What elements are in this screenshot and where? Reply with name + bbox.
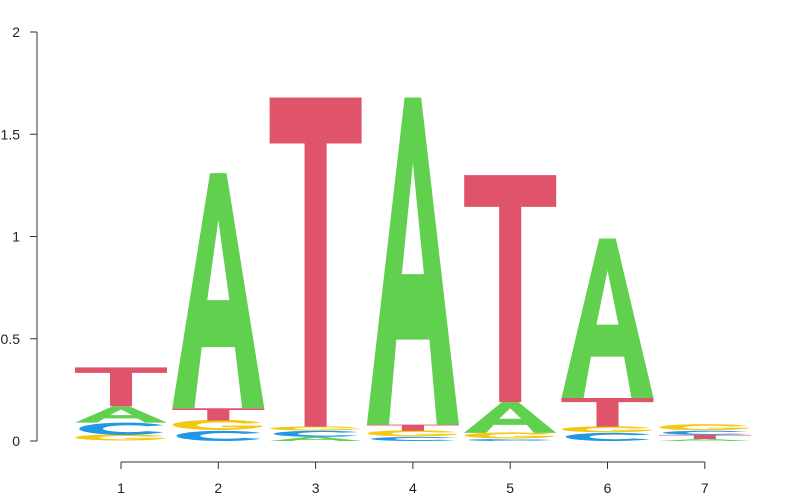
logo-letter-a bbox=[172, 173, 265, 409]
x-tick-label: 3 bbox=[312, 480, 320, 496]
x-tick-label: 7 bbox=[701, 480, 709, 496]
logo-letter-g bbox=[561, 426, 652, 433]
logo-letter-a bbox=[561, 238, 654, 399]
x-tick-label: 1 bbox=[117, 480, 125, 496]
logo-letter-g bbox=[464, 432, 555, 439]
y-tick-label: 1 bbox=[12, 229, 20, 245]
logo-letter-t bbox=[658, 434, 751, 439]
y-tick-label: 2 bbox=[12, 24, 20, 40]
logo-letter-c bbox=[468, 438, 553, 441]
logo-letter-g bbox=[270, 426, 360, 431]
logo-position-stack bbox=[269, 97, 362, 441]
logo-letter-t bbox=[366, 424, 459, 431]
y-tick-label: 1.5 bbox=[1, 126, 21, 142]
logo-letter-t bbox=[75, 367, 167, 407]
y-tick-label: 0 bbox=[12, 433, 20, 449]
logo-letter-c bbox=[176, 430, 261, 441]
logo-letter-t bbox=[172, 408, 265, 421]
logo-position-stack bbox=[172, 173, 265, 441]
x-axis: 1 2 3 4 5 6 7 bbox=[117, 461, 709, 496]
logo-letter-a bbox=[658, 438, 751, 441]
logo-position-stack bbox=[464, 175, 557, 441]
logo-letter-c bbox=[565, 432, 650, 441]
logo-letter-a bbox=[75, 406, 167, 423]
logo-letter-c bbox=[79, 422, 164, 435]
logo-letter-t bbox=[269, 97, 362, 427]
logo-letter-g bbox=[75, 434, 166, 441]
logo-letter-a bbox=[366, 97, 459, 425]
logo-letter-c bbox=[371, 436, 456, 441]
y-tick-label: 0.5 bbox=[1, 331, 21, 347]
logo-position-stack bbox=[561, 238, 654, 441]
logo-letter-c bbox=[663, 430, 748, 435]
x-tick-label: 6 bbox=[604, 480, 612, 496]
logo-letter-t bbox=[561, 398, 654, 427]
logo-position-stack bbox=[75, 367, 167, 441]
logo-letter-g bbox=[659, 424, 749, 431]
logo-letter-a bbox=[269, 436, 362, 441]
y-axis: 0 0.5 1 1.5 2 bbox=[1, 24, 38, 449]
logo-position-stack bbox=[366, 97, 459, 441]
logo-letter-a bbox=[464, 402, 557, 433]
logo-position-stack bbox=[658, 424, 751, 441]
x-tick-label: 5 bbox=[506, 480, 514, 496]
x-tick-label: 2 bbox=[214, 480, 222, 496]
logo-letter-g bbox=[172, 419, 263, 431]
logo-letter-c bbox=[273, 430, 358, 437]
x-tick-label: 4 bbox=[409, 480, 417, 496]
logo-letter-g bbox=[367, 430, 458, 437]
logo-letter-stacks bbox=[75, 97, 751, 441]
logo-letter-t bbox=[464, 175, 557, 403]
